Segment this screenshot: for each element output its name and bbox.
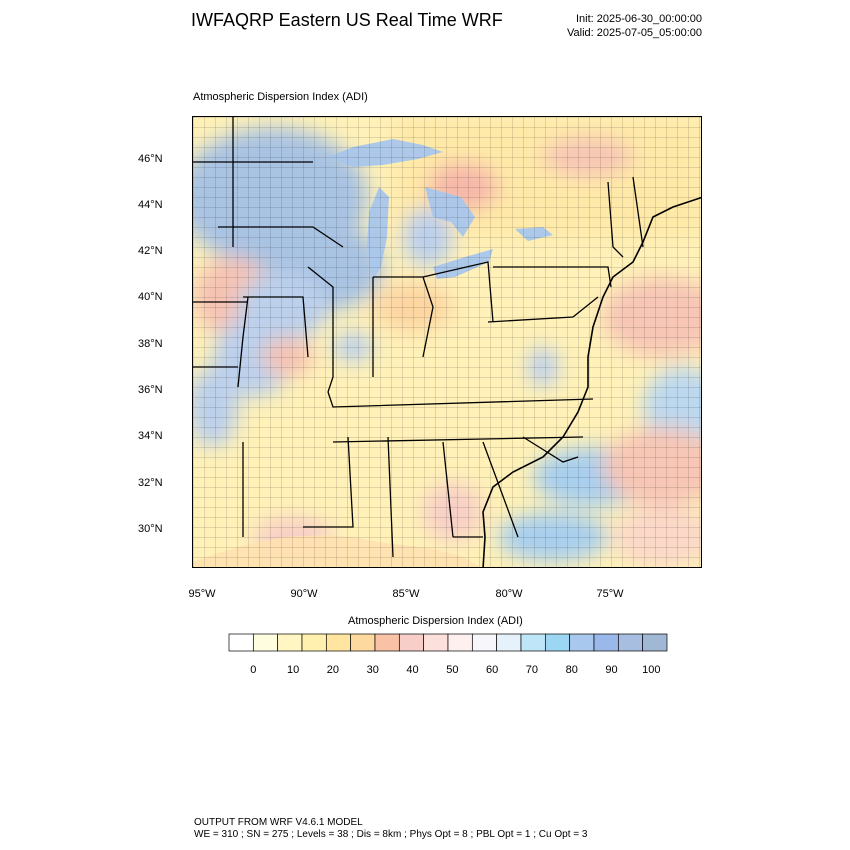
legend-swatch bbox=[252, 633, 279, 652]
legend-swatch bbox=[277, 633, 303, 652]
coastline bbox=[482, 196, 701, 567]
lat-label: 30°N bbox=[138, 523, 163, 535]
lon-label: 85°W bbox=[392, 588, 420, 600]
legend-label: 100 bbox=[642, 664, 661, 676]
legend-swatch bbox=[617, 633, 644, 652]
lon-label: 95°W bbox=[188, 588, 216, 600]
legend-swatch bbox=[642, 633, 668, 652]
legend-swatch bbox=[569, 633, 595, 652]
legend-swatch bbox=[301, 633, 327, 652]
init-time: Init: 2025-06-30_00:00:00 bbox=[576, 13, 702, 25]
lat-label: 46°N bbox=[138, 153, 163, 165]
lon-label: 75°W bbox=[596, 588, 624, 600]
legend-swatch bbox=[544, 633, 571, 652]
legend-label: 60 bbox=[486, 664, 499, 676]
page-title: IWFAQRP Eastern US Real Time WRF bbox=[191, 10, 503, 30]
legend-swatch bbox=[520, 633, 546, 652]
legend-label: 40 bbox=[406, 664, 419, 676]
footer-config: WE = 310 ; SN = 275 ; Levels = 38 ; Dis … bbox=[194, 829, 588, 840]
legend-title: Atmospheric Dispersion Index (ADI) bbox=[348, 615, 523, 627]
map-subtitle: Atmospheric Dispersion Index (ADI) bbox=[193, 91, 368, 103]
lat-label: 38°N bbox=[138, 338, 163, 350]
lat-label: 32°N bbox=[138, 477, 163, 489]
legend-label: 0 bbox=[250, 664, 257, 676]
legend-swatch bbox=[471, 633, 498, 652]
legend-label: 80 bbox=[565, 664, 578, 676]
lat-label: 40°N bbox=[138, 291, 163, 303]
legend-label: 90 bbox=[605, 664, 618, 676]
lat-label: 44°N bbox=[138, 199, 163, 211]
legend-swatch bbox=[228, 633, 254, 652]
legend-swatch bbox=[496, 633, 522, 652]
lon-label: 90°W bbox=[290, 588, 318, 600]
footer-model: OUTPUT FROM WRF V4.6.1 MODEL bbox=[194, 817, 363, 828]
legend-swatch bbox=[350, 633, 376, 652]
legend-swatch bbox=[398, 633, 425, 652]
adi-map bbox=[192, 116, 702, 568]
legend-label: 20 bbox=[326, 664, 340, 676]
legend-label: 10 bbox=[287, 664, 300, 676]
lat-label: 34°N bbox=[138, 430, 163, 442]
legend-swatch bbox=[423, 633, 449, 652]
legend-label: 30 bbox=[366, 664, 379, 676]
legend-swatch bbox=[593, 633, 619, 652]
legend-swatch bbox=[447, 633, 473, 652]
lat-label: 42°N bbox=[138, 245, 163, 257]
county-grid bbox=[193, 117, 701, 567]
adi-map-graphic bbox=[193, 117, 701, 567]
state-borders bbox=[193, 117, 644, 558]
valid-time: Valid: 2025-07-05_05:00:00 bbox=[567, 27, 702, 39]
legend-swatch bbox=[325, 633, 352, 652]
lat-label: 36°N bbox=[138, 384, 163, 396]
legend-label: 50 bbox=[446, 664, 459, 676]
legend-swatch bbox=[374, 633, 400, 652]
legend-colorbar bbox=[228, 633, 668, 652]
legend-label: 70 bbox=[525, 664, 539, 676]
lon-label: 80°W bbox=[495, 588, 523, 600]
